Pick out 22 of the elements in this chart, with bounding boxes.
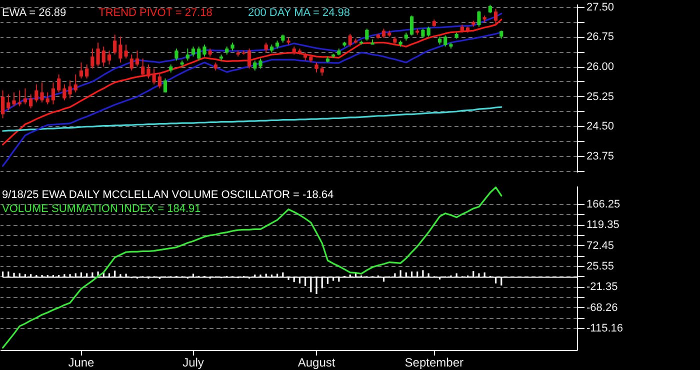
y-tick-label: 26.00: [586, 61, 614, 73]
y-tick-label: -115.16: [586, 322, 623, 335]
x-tick-label: August: [298, 356, 336, 370]
y-tick-label: 24.50: [586, 120, 614, 133]
text: TREND PIVOT = 27.18: [98, 7, 212, 19]
text: 9/18/25 EWA DAILY MCCLELLAN VOLUME OSCILLATOR = -18.64: [2, 189, 334, 201]
x-tick-label: September: [404, 356, 464, 370]
text: 200 DAY MA = 24.98: [248, 7, 350, 19]
y-tick-label: 26.75: [586, 31, 614, 44]
annotation: EWA = 26.89: [2, 7, 66, 19]
y-tick-label: 27.50: [586, 1, 614, 14]
series-label: VOLUME SUMMATION INDEX = 184.91: [2, 203, 201, 215]
y-tick-label: 166.25: [586, 198, 620, 210]
y-tick-label: 119.35: [586, 219, 620, 232]
x-tick-label: June: [68, 356, 95, 370]
x-tick-label: July: [182, 356, 204, 370]
y-tick-label: 72.45: [586, 240, 614, 252]
y-tick-label: 23.75: [586, 150, 614, 163]
y-tick-label: 25.55: [586, 260, 614, 272]
y-tick-label: 25.25: [586, 90, 614, 103]
y-tick-label: -68.26: [586, 302, 618, 314]
y-tick-label: -21.35: [586, 281, 618, 294]
